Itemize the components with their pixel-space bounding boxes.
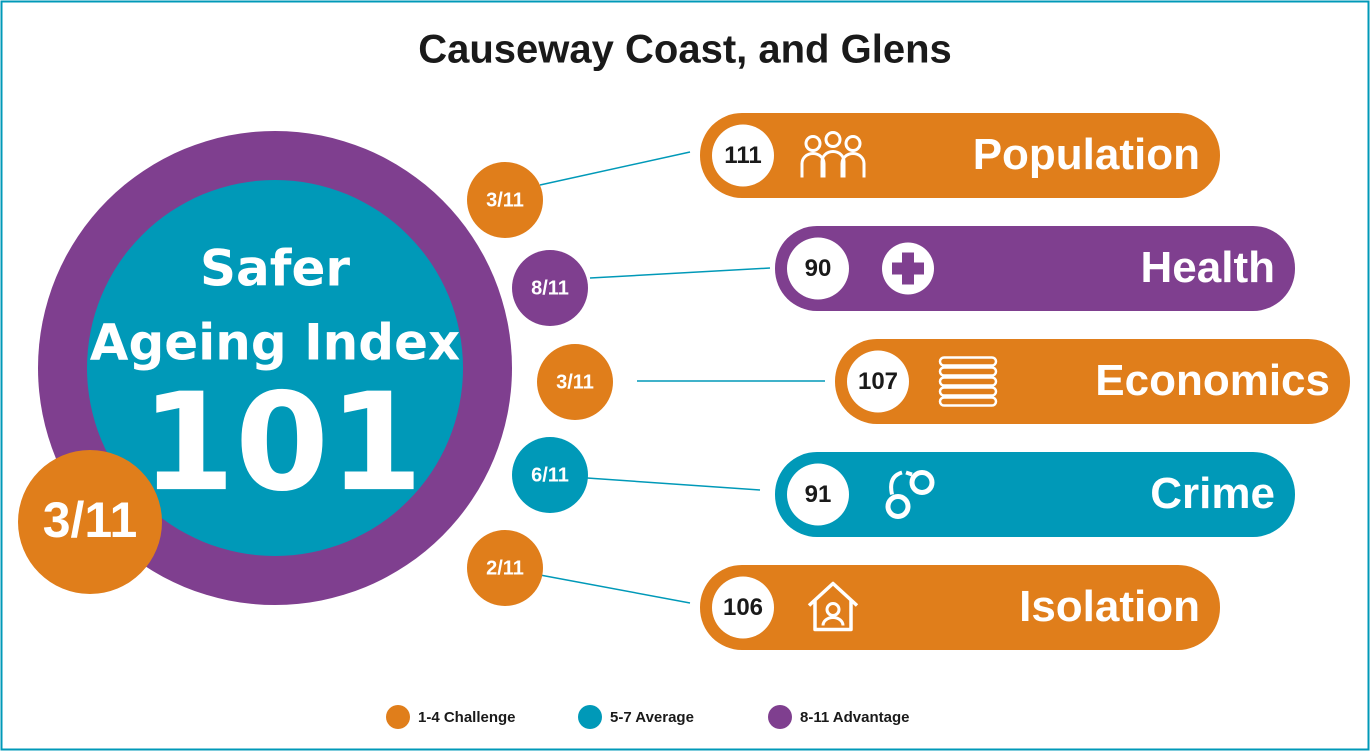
index-label: Ageing Index bbox=[90, 314, 460, 372]
legend-swatch bbox=[578, 705, 602, 729]
icon-part bbox=[938, 376, 998, 387]
rank-badge bbox=[467, 530, 543, 606]
domain-icon bbox=[882, 242, 934, 295]
score-label: 111 bbox=[724, 142, 761, 169]
domain-name: Isolation bbox=[1019, 582, 1200, 631]
icon-part bbox=[938, 356, 998, 367]
domain-name: Crime bbox=[1150, 469, 1275, 518]
score-badge bbox=[847, 350, 909, 413]
score-badge bbox=[787, 463, 849, 526]
legend-swatch bbox=[768, 705, 792, 729]
connector bbox=[539, 574, 691, 604]
rank-label: 8/11 bbox=[531, 277, 569, 299]
rank-label: 3/11 bbox=[486, 189, 524, 211]
icon-part bbox=[825, 602, 841, 617]
rank-label: 6/11 bbox=[531, 464, 569, 486]
domain-icon bbox=[938, 356, 998, 407]
connector bbox=[539, 151, 691, 186]
rank-label: 2/11 bbox=[486, 557, 524, 579]
icon-part bbox=[844, 135, 862, 152]
legend-label: 5-7 Average bbox=[610, 709, 694, 726]
score-label: 91 bbox=[805, 481, 832, 508]
connector bbox=[589, 267, 771, 279]
rank-badge bbox=[512, 437, 588, 513]
rank-badge bbox=[467, 162, 543, 238]
title: Causeway Coast, and Glens bbox=[418, 28, 952, 72]
legend-label: 8-11 Advantage bbox=[800, 709, 910, 726]
icon-part bbox=[909, 470, 935, 495]
icon-part bbox=[885, 494, 911, 519]
index-core bbox=[87, 180, 463, 556]
score-label: 107 bbox=[858, 368, 898, 395]
icon-part bbox=[840, 152, 866, 178]
index-rank-badge bbox=[18, 450, 162, 594]
score-badge bbox=[712, 124, 774, 187]
legend-swatch bbox=[386, 705, 410, 729]
domain-name: Health bbox=[1141, 243, 1275, 292]
connector bbox=[586, 477, 761, 491]
rank-label: 3/11 bbox=[556, 371, 594, 393]
icon-part bbox=[938, 386, 998, 397]
icon-part bbox=[938, 366, 998, 377]
index-rank: 3/11 bbox=[43, 492, 138, 548]
score-label: 106 bbox=[723, 594, 763, 621]
domain-icon bbox=[885, 470, 935, 519]
icon-part bbox=[824, 131, 842, 148]
index-label: Safer bbox=[200, 240, 350, 298]
score-label: 90 bbox=[805, 255, 832, 282]
icon-part bbox=[938, 396, 998, 407]
domain-pill bbox=[835, 339, 1350, 424]
icon-part bbox=[804, 135, 822, 152]
score-badge bbox=[787, 237, 849, 300]
icon-part bbox=[807, 581, 859, 632]
legend-label: 1-4 Challenge bbox=[418, 709, 516, 726]
icon-part bbox=[800, 152, 826, 178]
icon-part bbox=[892, 252, 924, 285]
icon-part bbox=[889, 470, 913, 495]
domain-name: Population bbox=[973, 130, 1200, 179]
rank-badge bbox=[512, 250, 588, 326]
score-badge bbox=[712, 576, 774, 639]
index-value: 101 bbox=[141, 364, 423, 521]
domain-icon bbox=[807, 581, 859, 632]
domain-name: Economics bbox=[1095, 356, 1330, 405]
icon-part bbox=[821, 616, 845, 626]
domain-icon bbox=[800, 131, 866, 178]
rank-badge bbox=[537, 344, 613, 420]
